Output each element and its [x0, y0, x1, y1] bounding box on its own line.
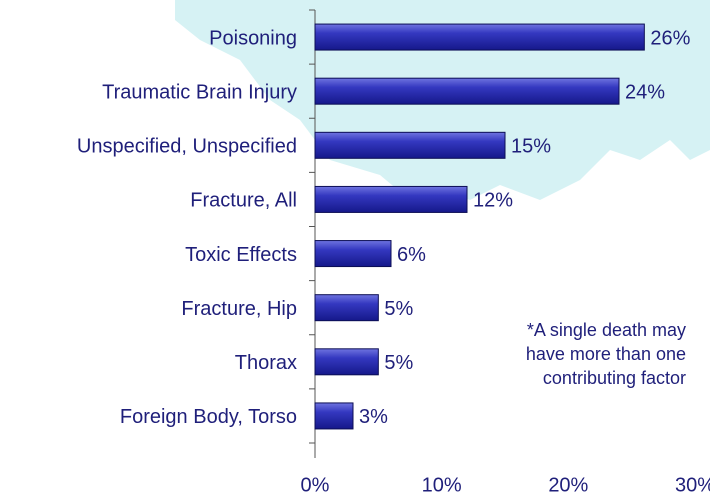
- value-label: 24%: [625, 81, 665, 103]
- x-tick-label: 30%: [675, 474, 710, 496]
- bar: [314, 131, 506, 159]
- bar: [314, 23, 645, 51]
- bar: [314, 294, 379, 322]
- value-label: 5%: [384, 298, 413, 320]
- bar: [314, 348, 379, 376]
- x-tick-label: 0%: [301, 474, 330, 496]
- value-label: 5%: [384, 352, 413, 374]
- value-label: 12%: [473, 190, 513, 212]
- x-tick-label: 20%: [548, 474, 588, 496]
- bar: [314, 77, 620, 105]
- value-label: 15%: [511, 136, 551, 158]
- y-tick-label: Foreign Body, Torso: [120, 406, 297, 428]
- value-label: 6%: [397, 244, 426, 266]
- y-tick-label: Poisoning: [209, 27, 297, 49]
- value-label: 26%: [650, 27, 690, 49]
- bar: [314, 402, 354, 430]
- annotation: *A single death may: [527, 320, 686, 340]
- bar: [314, 185, 468, 213]
- y-tick-label: Thorax: [235, 352, 297, 374]
- y-tick-label: Fracture, All: [190, 190, 297, 212]
- y-tick-label: Fracture, Hip: [181, 298, 297, 320]
- annotation: have more than one: [526, 344, 686, 364]
- y-tick-label: Unspecified, Unspecified: [77, 136, 297, 158]
- x-tick-label: 10%: [422, 474, 462, 496]
- annotation: contributing factor: [543, 368, 686, 388]
- y-tick-label: Traumatic Brain Injury: [102, 81, 297, 103]
- value-label: 3%: [359, 406, 388, 428]
- y-tick-label: Toxic Effects: [185, 244, 297, 266]
- bar: [314, 240, 392, 268]
